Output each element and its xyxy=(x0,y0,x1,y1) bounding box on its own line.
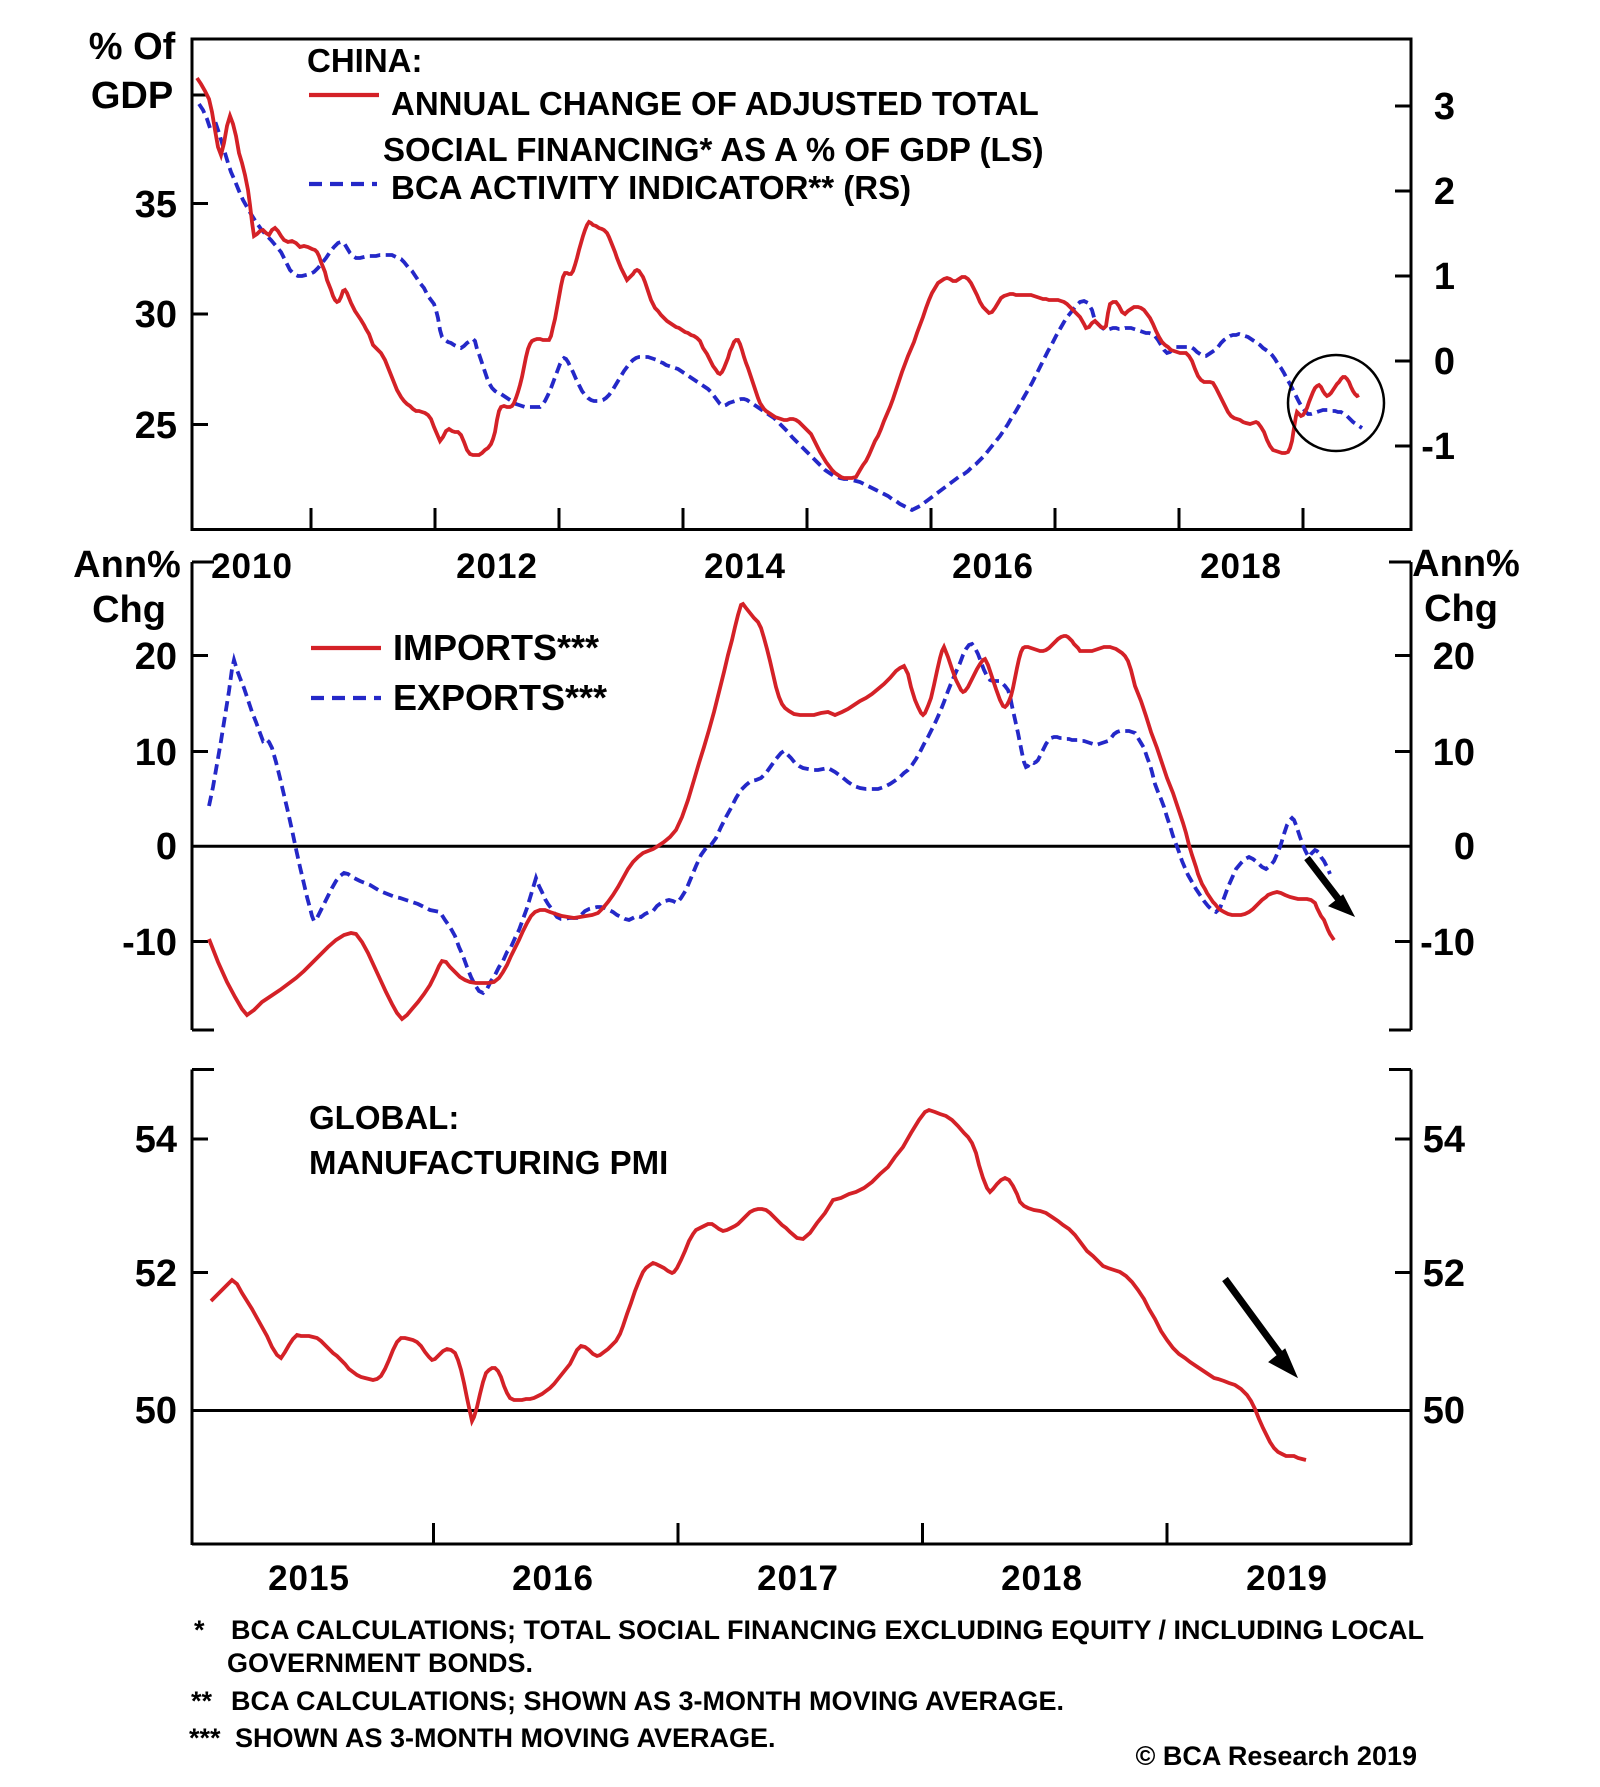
svg-text:GDP: GDP xyxy=(91,75,173,117)
svg-text:GOVERNMENT BONDS.: GOVERNMENT BONDS. xyxy=(227,1648,533,1678)
svg-text:2012: 2012 xyxy=(456,547,538,586)
svg-text:2018: 2018 xyxy=(1200,547,1282,586)
svg-text:2019: 2019 xyxy=(1246,1559,1328,1598)
svg-text:BCA ACTIVITY INDICATOR** (RS): BCA ACTIVITY INDICATOR** (RS) xyxy=(391,169,911,206)
svg-text:2018: 2018 xyxy=(1001,1559,1083,1598)
svg-text:50: 50 xyxy=(1423,1390,1465,1432)
svg-text:MANUFACTURING PMI: MANUFACTURING PMI xyxy=(309,1144,668,1181)
svg-text:ANNUAL CHANGE OF ADJUSTED TOTA: ANNUAL CHANGE OF ADJUSTED TOTAL xyxy=(391,85,1039,122)
svg-text:1: 1 xyxy=(1434,256,1455,298)
svg-text:2016: 2016 xyxy=(512,1559,594,1598)
svg-text:SHOWN AS 3-MONTH MOVING AVERAG: SHOWN AS 3-MONTH MOVING AVERAGE. xyxy=(235,1723,776,1753)
svg-text:-10: -10 xyxy=(122,922,177,964)
svg-text:10: 10 xyxy=(135,732,177,774)
svg-text:Chg: Chg xyxy=(92,589,166,631)
svg-text:**: ** xyxy=(191,1686,213,1716)
svg-text:-1: -1 xyxy=(1421,426,1455,468)
svg-text:2: 2 xyxy=(1434,171,1455,213)
svg-text:25: 25 xyxy=(135,405,177,447)
svg-text:Ann%: Ann% xyxy=(73,544,181,586)
svg-text:SOCIAL FINANCING* AS A % OF GD: SOCIAL FINANCING* AS A % OF GDP (LS) xyxy=(383,131,1044,168)
svg-text:52: 52 xyxy=(135,1253,177,1295)
svg-text:54: 54 xyxy=(135,1119,177,1161)
svg-text:52: 52 xyxy=(1423,1253,1465,1295)
svg-text:2014: 2014 xyxy=(704,547,786,586)
svg-text:30: 30 xyxy=(135,294,177,336)
svg-text:2017: 2017 xyxy=(757,1559,839,1598)
svg-text:BCA CALCULATIONS; SHOWN AS 3-M: BCA CALCULATIONS; SHOWN AS 3-MONTH MOVIN… xyxy=(231,1686,1064,1716)
svg-text:10: 10 xyxy=(1433,732,1475,774)
svg-text:BCA CALCULATIONS; TOTAL SOCIAL: BCA CALCULATIONS; TOTAL SOCIAL FINANCING… xyxy=(231,1615,1424,1645)
svg-text:0: 0 xyxy=(1454,826,1475,868)
svg-text:% Of: % Of xyxy=(89,26,176,68)
svg-text:*: * xyxy=(194,1615,205,1645)
svg-text:IMPORTS***: IMPORTS*** xyxy=(393,627,599,668)
svg-text:2015: 2015 xyxy=(268,1559,350,1598)
svg-text:2010: 2010 xyxy=(211,547,293,586)
svg-text:GLOBAL:: GLOBAL: xyxy=(309,1099,459,1136)
svg-text:EXPORTS***: EXPORTS*** xyxy=(393,677,607,718)
svg-text:© BCA Research 2019: © BCA Research 2019 xyxy=(1135,1741,1417,1771)
svg-text:20: 20 xyxy=(1433,636,1475,678)
svg-text:2016: 2016 xyxy=(952,547,1034,586)
svg-text:3: 3 xyxy=(1434,86,1455,128)
svg-text:0: 0 xyxy=(156,826,177,868)
svg-text:CHINA:: CHINA: xyxy=(307,42,422,79)
svg-text:***: *** xyxy=(189,1723,221,1753)
svg-text:0: 0 xyxy=(1434,341,1455,383)
svg-text:-10: -10 xyxy=(1420,922,1475,964)
svg-text:20: 20 xyxy=(135,636,177,678)
svg-text:50: 50 xyxy=(135,1390,177,1432)
svg-text:Ann%: Ann% xyxy=(1412,543,1520,585)
svg-text:54: 54 xyxy=(1423,1119,1465,1161)
svg-text:35: 35 xyxy=(135,184,177,226)
svg-text:Chg: Chg xyxy=(1424,588,1498,630)
